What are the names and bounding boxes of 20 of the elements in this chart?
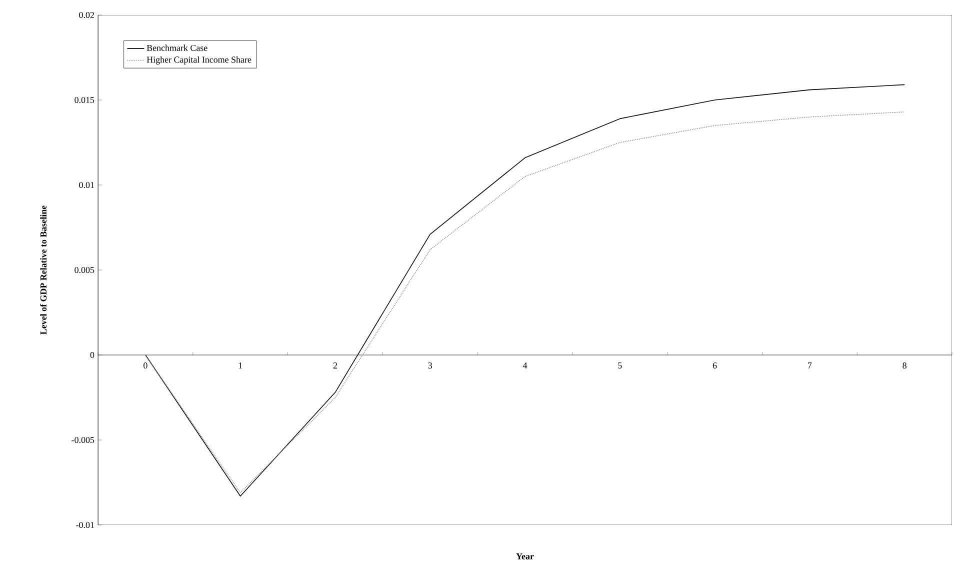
y-tick-label: 0.01 [79, 182, 94, 188]
x-tick-label: 4 [522, 362, 528, 368]
x-tick-label: 5 [618, 362, 622, 368]
y-tick-label: 0.015 [74, 96, 94, 104]
x-axis-title: Year [516, 553, 534, 560]
legend-label: Higher Capital Income Share [146, 56, 252, 65]
y-tick-label: 0.02 [79, 12, 94, 18]
y-axis-title: Level of GDP Relative to Baseline [40, 206, 46, 334]
y-tick-label: 0.005 [74, 266, 94, 274]
legend-label: Benchmark Case [146, 44, 208, 51]
y-tick-label: 0 [90, 352, 94, 358]
x-tick-label: 3 [428, 362, 432, 369]
x-tick-label: 6 [712, 362, 717, 369]
y-tick-label: -0.005 [72, 436, 94, 444]
x-tick-label: 8 [902, 362, 906, 369]
x-tick-label: 7 [808, 362, 812, 368]
x-tick-label: 0 [144, 362, 148, 369]
x-tick-label: 2 [333, 362, 337, 368]
x-tick-label: 1 [238, 362, 242, 368]
y-tick-label: -0.01 [76, 522, 94, 528]
